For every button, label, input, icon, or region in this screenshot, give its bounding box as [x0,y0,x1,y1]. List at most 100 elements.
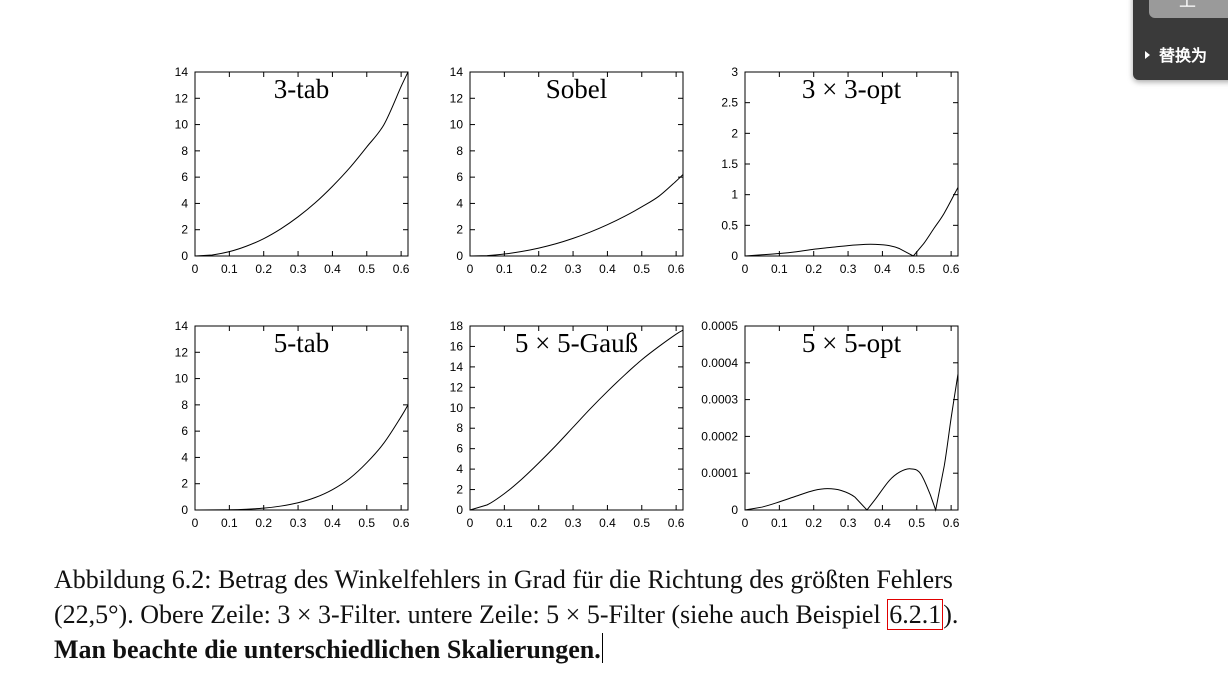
caption-line-2: (22,5°). Obere Zeile: 3 × 3-Filter. unte… [54,597,1174,632]
y-tick-label: 8 [181,144,188,158]
plot-title: 5 × 5-opt [802,328,902,358]
x-tick-label: 0.1 [496,262,513,276]
y-tick-label: 0 [731,503,738,517]
y-tick-label: 8 [456,144,463,158]
y-tick-label: 2 [456,223,463,237]
x-tick-label: 0.4 [324,262,341,276]
y-tick-label: 14 [450,65,464,79]
y-tick-label: 2 [731,126,738,140]
x-tick-label: 0.6 [668,262,685,276]
x-tick-label: 0.4 [599,516,616,530]
y-tick-label: 0.0001 [701,466,738,480]
y-tick-label: 3 [731,65,738,79]
y-tick-label: 0 [456,249,463,263]
x-tick-label: 0.3 [840,516,857,530]
y-tick-label: 8 [181,398,188,412]
replace-with-label: 替换为 [1159,46,1208,65]
plot-title: Sobel [546,74,608,104]
data-curve [744,373,959,512]
x-tick-label: 0.1 [221,516,238,530]
caption-line-2-text: (22,5°). Obere Zeile: 3 × 3-Filter. unte… [54,600,888,629]
plot-sobel: 0 0.1 0.2 0.3 0.4 0.5 0.6 0 2 4 6 8 10 12 14 Sobel [425,62,685,282]
y-tick-label: 4 [456,462,463,476]
x-tick-label: 0 [467,262,474,276]
x-tick-label: 0.5 [633,262,650,276]
x-tick-label: 0.2 [255,516,272,530]
x-tick-label: 0.2 [805,262,822,276]
plot-frame [194,325,409,511]
y-tick-label: 4 [181,450,188,464]
x-tick-label: 0.2 [805,516,822,530]
x-tick-label: 0.3 [565,262,582,276]
y-tick-label: 14 [450,360,464,374]
x-tick-label: 0.3 [290,262,307,276]
x-tick-label: 0.5 [358,262,375,276]
data-curve [194,71,409,257]
y-tick-label: 14 [175,319,189,333]
y-tick-label: 12 [450,91,464,105]
y-tick-label: 10 [175,118,189,132]
x-tick-label: 0.1 [221,262,238,276]
y-tick-label: 10 [450,118,464,132]
x-tick-label: 0.4 [874,516,891,530]
plot-frame [469,71,684,257]
caption-line-3[interactable]: Man beachte die unterschiedlichen Skalie… [54,632,1174,667]
plot-3-tab: 0 0.1 0.2 0.3 0.4 0.5 0.6 0 2 4 6 8 10 12 14 3-tab [150,62,410,282]
x-tick-label: 0.5 [908,262,925,276]
plot-title: 5 × 5-Gauß [515,328,638,358]
x-tick-label: 0.1 [496,516,513,530]
expand-arrow-icon [1145,51,1150,59]
x-tick-label: 0.5 [358,516,375,530]
y-tick-label: 0 [181,503,188,517]
x-tick-label: 0.2 [530,516,547,530]
plot-svg: 0 0.1 0.2 0.3 0.4 0.5 0.6 0 2 4 6 8 10 12 14 Sobel [450,65,685,276]
x-tick-label: 0.4 [599,262,616,276]
x-tick-label: 0.3 [840,262,857,276]
plot-5-tab: 0 0.1 0.2 0.3 0.4 0.5 0.6 0 2 4 6 8 10 12 14 5-tab [150,316,410,536]
plot-title: 3-tab [274,74,329,104]
x-tick-label: 0.2 [255,262,272,276]
y-tick-label: 1 [731,188,738,202]
y-tick-label: 2 [181,223,188,237]
floating-replace-panel: 上一 替换为 [1133,0,1228,80]
plot-svg: 0 0.1 0.2 0.3 0.4 0.5 0.6 0 2 4 6 8 10 12 14 3-tab [175,65,410,276]
text-cursor [601,633,603,663]
y-tick-label: 12 [175,345,189,359]
plot-svg: 0 0.1 0.2 0.3 0.4 0.5 0.6 0 0.0001 0.0002 0.0003 0.… [701,319,959,530]
y-tick-label: 0.0004 [701,356,738,370]
plot-3x3-opt: 0 0.1 0.2 0.3 0.4 0.5 0.6 0 0.5 1 1.5 2 2.5 3 3 × 3-op… [700,62,960,282]
y-tick-label: 18 [450,319,464,333]
y-tick-label: 0 [731,249,738,263]
x-tick-label: 0.2 [530,262,547,276]
y-tick-label: 4 [456,196,463,210]
plot-title: 5-tab [274,328,329,358]
y-tick-label: 10 [175,372,189,386]
y-tick-label: 12 [175,91,189,105]
y-tick-label: 1.5 [721,157,738,171]
y-tick-label: 2.5 [721,96,738,110]
plot-title: 3 × 3-opt [802,74,902,104]
figure-caption: Abbildung 6.2: Betrag des Winkelfehlers … [54,562,1174,667]
replace-with-toggle[interactable]: 替换为 [1145,42,1207,66]
y-tick-label: 0.5 [721,218,738,232]
caption-line-1: Abbildung 6.2: Betrag des Winkelfehlers … [54,565,953,594]
x-tick-label: 0 [467,516,474,530]
data-curve [194,404,409,511]
plot-svg: 0 0.1 0.2 0.3 0.4 0.5 0.6 0 2 4 6 8 10 12 14 5-tab [175,319,410,530]
y-tick-label: 2 [181,477,188,491]
y-tick-label: 2 [456,483,463,497]
x-tick-label: 0 [192,516,199,530]
plot-frame [744,325,959,511]
y-tick-label: 0 [456,503,463,517]
example-reference-link[interactable]: 6.2.1 [887,599,944,630]
y-tick-label: 10 [450,401,464,415]
plot-frame [194,71,409,257]
y-tick-label: 4 [181,196,188,210]
x-tick-label: 0.5 [633,516,650,530]
plot-5x5-opt: 0 0.1 0.2 0.3 0.4 0.5 0.6 0 0.0001 0.0002 0.0003 0.… [700,316,960,536]
x-tick-label: 0.4 [324,516,341,530]
data-curve [744,187,959,257]
previous-button[interactable]: 上一 [1149,0,1228,18]
plot-svg: 0 0.1 0.2 0.3 0.4 0.5 0.6 0 0.5 1 1.5 2 2.5 3 3 × 3-op… [721,65,959,276]
